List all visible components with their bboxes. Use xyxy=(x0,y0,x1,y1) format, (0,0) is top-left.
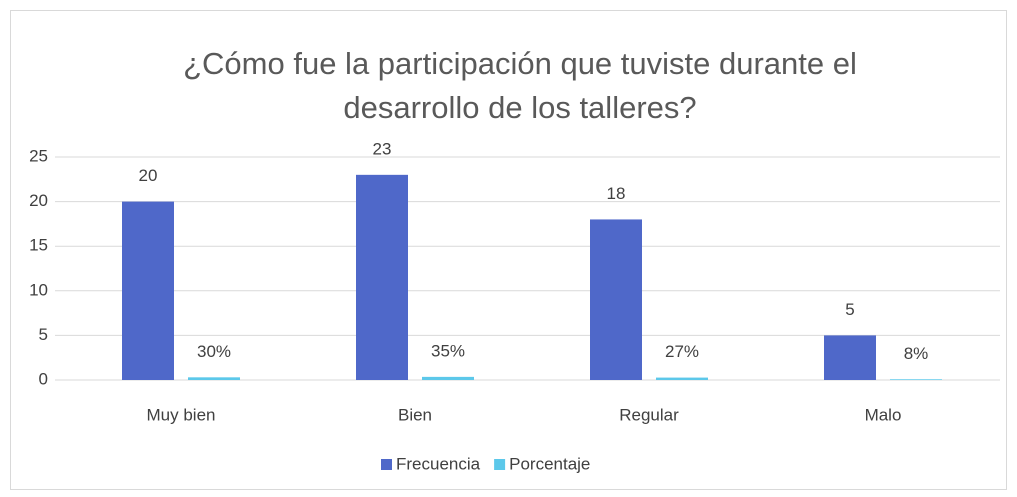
x-tick-label: Muy bien xyxy=(147,405,216,424)
y-tick-label: 5 xyxy=(39,325,48,344)
data-label: 5 xyxy=(845,300,854,319)
x-tick-label: Malo xyxy=(865,405,902,424)
data-label: 27% xyxy=(665,342,699,361)
bar xyxy=(188,377,240,380)
bar xyxy=(122,201,174,380)
bar xyxy=(890,379,942,380)
data-label: 18 xyxy=(607,184,626,203)
y-tick-label: 10 xyxy=(29,280,48,299)
data-label: 30% xyxy=(197,342,231,361)
bar xyxy=(824,335,876,380)
legend-swatch xyxy=(381,459,392,470)
chart-title: ¿Cómo fue la participación que tuviste d… xyxy=(183,46,857,125)
bar xyxy=(590,219,642,380)
y-tick-label: 20 xyxy=(29,191,48,210)
y-tick-label: 0 xyxy=(39,369,48,388)
data-label: 35% xyxy=(431,341,465,360)
bar xyxy=(656,377,708,380)
x-tick-label: Regular xyxy=(619,405,679,424)
data-label: 23 xyxy=(373,139,392,158)
legend-label: Porcentaje xyxy=(509,454,590,473)
data-label: 20 xyxy=(139,166,158,185)
y-tick-label: 15 xyxy=(29,236,48,255)
legend-label: Frecuencia xyxy=(396,454,481,473)
bar xyxy=(422,376,474,380)
bar xyxy=(356,174,408,380)
chart-border xyxy=(10,10,1007,490)
data-label: 8% xyxy=(904,344,929,363)
legend-swatch xyxy=(494,459,506,470)
x-tick-label: Bien xyxy=(398,405,432,424)
y-tick-label: 25 xyxy=(29,146,48,165)
